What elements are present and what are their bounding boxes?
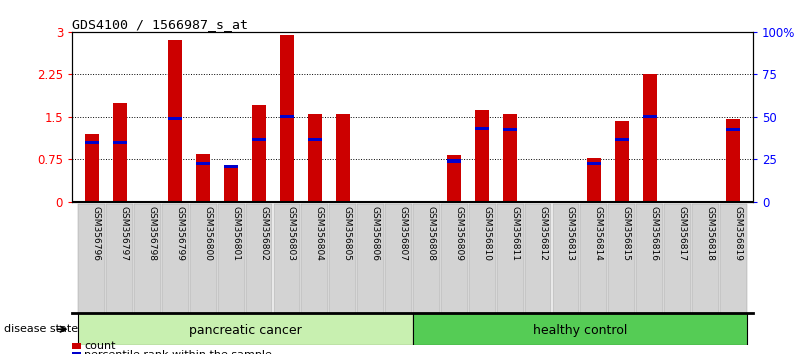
FancyBboxPatch shape bbox=[329, 204, 356, 313]
Text: GSM356816: GSM356816 bbox=[650, 206, 658, 261]
Bar bbox=[642, 74, 657, 202]
Text: GSM356806: GSM356806 bbox=[371, 206, 380, 261]
Bar bbox=[615, 121, 629, 202]
FancyBboxPatch shape bbox=[469, 204, 496, 313]
FancyBboxPatch shape bbox=[581, 204, 607, 313]
FancyBboxPatch shape bbox=[218, 204, 244, 313]
Bar bbox=[280, 35, 294, 202]
FancyBboxPatch shape bbox=[190, 204, 216, 313]
FancyBboxPatch shape bbox=[134, 204, 161, 313]
Text: GSM356819: GSM356819 bbox=[734, 206, 743, 261]
FancyBboxPatch shape bbox=[720, 204, 747, 313]
Bar bbox=[727, 128, 740, 131]
Text: disease state: disease state bbox=[4, 324, 78, 334]
Text: GSM356813: GSM356813 bbox=[566, 206, 575, 261]
FancyBboxPatch shape bbox=[636, 204, 663, 313]
Text: percentile rank within the sample: percentile rank within the sample bbox=[84, 350, 272, 354]
Bar bbox=[308, 138, 322, 141]
Bar bbox=[85, 134, 99, 202]
Text: GDS4100 / 1566987_s_at: GDS4100 / 1566987_s_at bbox=[72, 18, 248, 31]
Bar bbox=[587, 162, 601, 165]
FancyBboxPatch shape bbox=[525, 204, 551, 313]
FancyBboxPatch shape bbox=[78, 204, 105, 313]
Bar bbox=[448, 155, 461, 202]
Bar bbox=[196, 154, 210, 202]
Text: GSM356809: GSM356809 bbox=[454, 206, 463, 261]
FancyBboxPatch shape bbox=[692, 204, 719, 313]
Text: GSM356818: GSM356818 bbox=[706, 206, 714, 261]
Bar bbox=[448, 159, 461, 162]
FancyBboxPatch shape bbox=[78, 313, 413, 345]
Bar bbox=[642, 115, 657, 118]
Text: GSM356815: GSM356815 bbox=[622, 206, 631, 261]
FancyBboxPatch shape bbox=[664, 204, 691, 313]
FancyBboxPatch shape bbox=[274, 204, 300, 313]
Bar bbox=[224, 165, 238, 202]
Text: GSM356811: GSM356811 bbox=[510, 206, 519, 261]
Bar bbox=[168, 117, 183, 120]
Bar bbox=[475, 127, 489, 130]
Bar bbox=[503, 114, 517, 202]
Text: GSM356810: GSM356810 bbox=[482, 206, 491, 261]
Text: GSM356800: GSM356800 bbox=[203, 206, 212, 261]
FancyBboxPatch shape bbox=[441, 204, 468, 313]
Bar bbox=[727, 119, 740, 202]
FancyBboxPatch shape bbox=[497, 204, 524, 313]
Text: GSM356814: GSM356814 bbox=[594, 206, 603, 261]
Text: count: count bbox=[84, 341, 116, 351]
FancyBboxPatch shape bbox=[246, 204, 272, 313]
Bar bbox=[72, 343, 81, 349]
FancyBboxPatch shape bbox=[413, 313, 747, 345]
Bar bbox=[113, 103, 127, 202]
Bar bbox=[587, 158, 601, 202]
Bar bbox=[308, 114, 322, 202]
Text: GSM356807: GSM356807 bbox=[399, 206, 408, 261]
FancyBboxPatch shape bbox=[162, 204, 189, 313]
Bar bbox=[85, 141, 99, 144]
Text: GSM356797: GSM356797 bbox=[119, 206, 128, 261]
FancyBboxPatch shape bbox=[301, 204, 328, 313]
Bar bbox=[113, 141, 127, 144]
Bar bbox=[224, 165, 238, 168]
Text: GSM356802: GSM356802 bbox=[259, 206, 268, 261]
Bar bbox=[615, 138, 629, 141]
Bar bbox=[475, 110, 489, 202]
Bar bbox=[336, 114, 350, 202]
FancyBboxPatch shape bbox=[413, 204, 440, 313]
Text: GSM356803: GSM356803 bbox=[287, 206, 296, 261]
Text: GSM356805: GSM356805 bbox=[343, 206, 352, 261]
Text: GSM356812: GSM356812 bbox=[538, 206, 547, 261]
Text: healthy control: healthy control bbox=[533, 324, 627, 337]
Text: GSM356799: GSM356799 bbox=[175, 206, 184, 261]
Bar bbox=[252, 105, 266, 202]
Text: GSM356801: GSM356801 bbox=[231, 206, 240, 261]
Bar bbox=[168, 40, 183, 202]
FancyBboxPatch shape bbox=[385, 204, 412, 313]
Bar bbox=[503, 128, 517, 131]
Bar bbox=[252, 138, 266, 141]
Text: GSM356817: GSM356817 bbox=[678, 206, 686, 261]
Text: GSM356796: GSM356796 bbox=[91, 206, 101, 261]
Text: GSM356808: GSM356808 bbox=[426, 206, 436, 261]
Bar bbox=[196, 162, 210, 165]
Text: GSM356804: GSM356804 bbox=[315, 206, 324, 261]
FancyBboxPatch shape bbox=[357, 204, 384, 313]
Bar bbox=[72, 352, 81, 354]
Bar bbox=[280, 115, 294, 118]
Text: pancreatic cancer: pancreatic cancer bbox=[189, 324, 301, 337]
FancyBboxPatch shape bbox=[553, 204, 579, 313]
FancyBboxPatch shape bbox=[609, 204, 635, 313]
FancyBboxPatch shape bbox=[106, 204, 133, 313]
Text: GSM356798: GSM356798 bbox=[147, 206, 156, 261]
